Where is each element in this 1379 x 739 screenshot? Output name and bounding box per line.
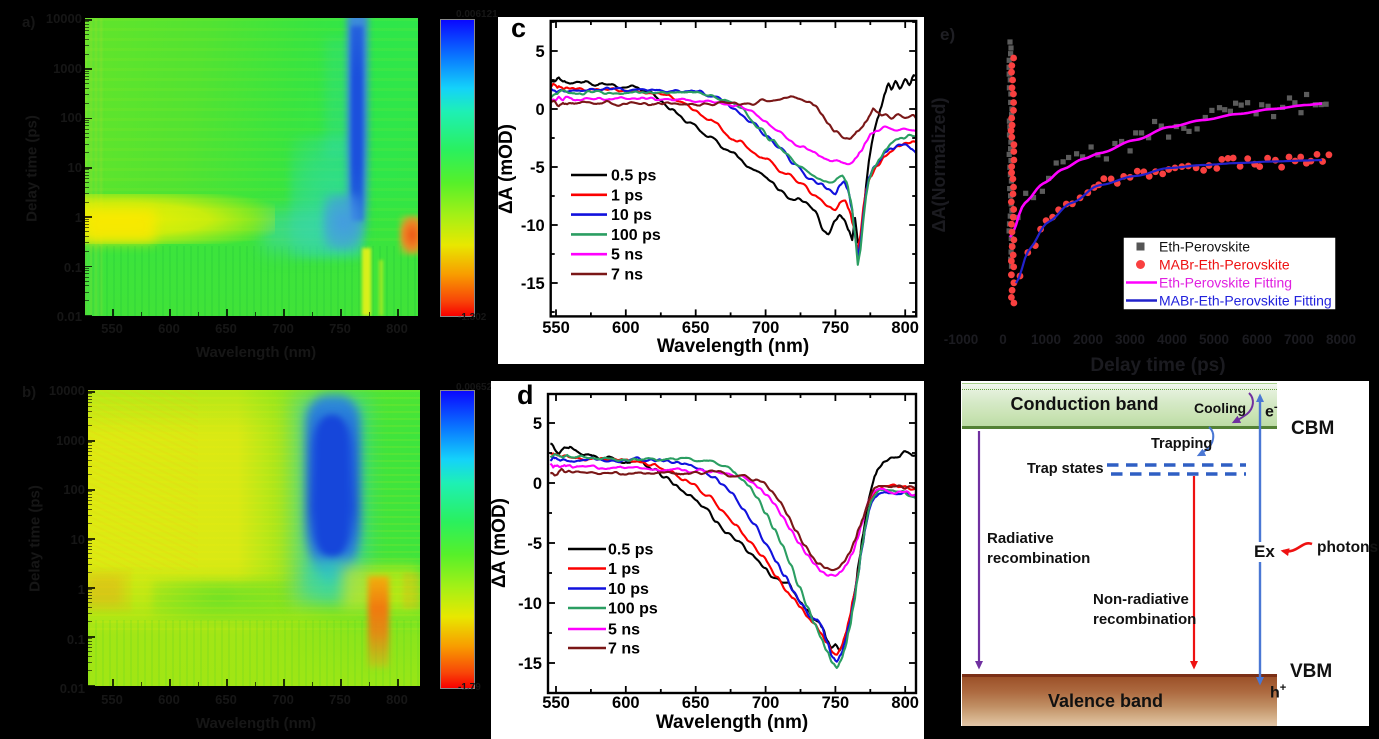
svg-text:5 ns: 5 ns: [611, 247, 643, 264]
svg-text:Wavelength (nm): Wavelength (nm): [656, 712, 808, 733]
svg-text:1 ps: 1 ps: [611, 187, 643, 204]
svg-text:Eth-Perovskite Fitting: Eth-Perovskite Fitting: [1159, 275, 1292, 291]
svg-text:8000: 8000: [1326, 332, 1356, 347]
svg-text:3000: 3000: [1115, 332, 1145, 347]
svg-text:0.5 ps: 0.5 ps: [608, 542, 653, 559]
svg-text:Eth-Perovskite: Eth-Perovskite: [1159, 239, 1250, 255]
svg-text:ΔA (mOD): ΔA (mOD): [498, 124, 517, 214]
svg-text:2000: 2000: [1073, 332, 1103, 347]
svg-text:-15: -15: [521, 275, 545, 293]
svg-text:4000: 4000: [1157, 332, 1187, 347]
svg-text:0: 0: [533, 475, 542, 493]
svg-text:0.5 ps: 0.5 ps: [611, 168, 656, 185]
svg-text:MABr-Eth-Perovskite: MABr-Eth-Perovskite: [1159, 257, 1290, 273]
svg-text:-1000: -1000: [944, 332, 979, 347]
svg-text:5 ns: 5 ns: [608, 622, 640, 639]
svg-text:7 ns: 7 ns: [608, 641, 640, 658]
svg-text:800: 800: [891, 694, 919, 712]
svg-text:550: 550: [542, 694, 570, 712]
svg-text:550: 550: [542, 319, 570, 337]
svg-text:600: 600: [612, 694, 640, 712]
svg-text:-5: -5: [527, 535, 542, 553]
svg-text:-5: -5: [530, 159, 545, 177]
svg-text:-10: -10: [518, 595, 542, 613]
svg-text:750: 750: [822, 319, 850, 337]
svg-text:650: 650: [682, 319, 710, 337]
svg-text:-15: -15: [518, 655, 542, 673]
svg-text:750: 750: [822, 694, 850, 712]
svg-text:700: 700: [752, 694, 780, 712]
svg-text:6000: 6000: [1242, 332, 1272, 347]
svg-text:700: 700: [752, 319, 780, 337]
svg-text:1 ps: 1 ps: [608, 561, 640, 578]
svg-text:ΔA(Normalized): ΔA(Normalized): [930, 98, 949, 233]
svg-text:e): e): [940, 25, 955, 44]
svg-text:800: 800: [891, 319, 919, 337]
svg-text:-10: -10: [521, 217, 545, 235]
svg-text:5: 5: [536, 43, 545, 61]
svg-text:600: 600: [612, 319, 640, 337]
svg-text:MABr-Eth-Perovskite Fitting: MABr-Eth-Perovskite Fitting: [1159, 293, 1332, 309]
svg-text:1000: 1000: [1031, 332, 1061, 347]
svg-text:100 ps: 100 ps: [611, 227, 661, 244]
svg-text:7000: 7000: [1284, 332, 1314, 347]
svg-text:5000: 5000: [1199, 332, 1229, 347]
svg-text:ΔA (mOD): ΔA (mOD): [491, 498, 510, 588]
svg-text:0: 0: [999, 332, 1007, 347]
svg-text:0: 0: [536, 101, 545, 119]
svg-text:10 ps: 10 ps: [608, 581, 649, 598]
svg-text:Wavelength (nm): Wavelength (nm): [657, 336, 809, 357]
svg-text:7 ns: 7 ns: [611, 267, 643, 284]
svg-text:5: 5: [533, 415, 542, 433]
svg-text:10 ps: 10 ps: [611, 207, 652, 224]
svg-text:650: 650: [682, 694, 710, 712]
svg-text:100 ps: 100 ps: [608, 601, 658, 618]
svg-text:Delay time (ps): Delay time (ps): [1090, 355, 1225, 375]
